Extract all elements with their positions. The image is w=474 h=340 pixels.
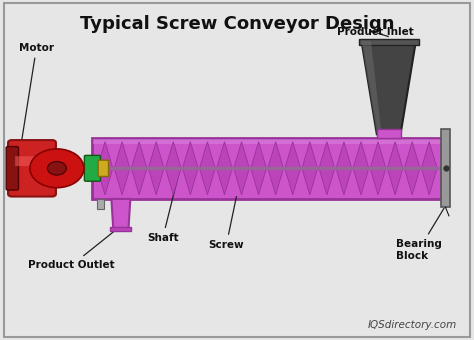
Text: IQSdirectory.com: IQSdirectory.com <box>368 320 457 330</box>
Polygon shape <box>165 142 181 168</box>
Bar <box>93 139 442 144</box>
Polygon shape <box>148 142 164 168</box>
Text: Product Outlet: Product Outlet <box>28 230 116 270</box>
Text: Product Inlet: Product Inlet <box>337 27 413 37</box>
Bar <box>110 227 131 231</box>
FancyBboxPatch shape <box>98 160 109 176</box>
Bar <box>97 199 104 209</box>
Polygon shape <box>217 142 232 168</box>
Polygon shape <box>182 142 198 168</box>
Polygon shape <box>131 142 147 168</box>
Polygon shape <box>404 142 420 168</box>
Polygon shape <box>387 168 403 195</box>
Polygon shape <box>111 199 130 230</box>
Circle shape <box>30 149 84 188</box>
Polygon shape <box>319 142 335 168</box>
Bar <box>92 138 443 199</box>
FancyBboxPatch shape <box>84 155 100 181</box>
Text: Motor: Motor <box>19 42 54 140</box>
Bar <box>358 39 419 45</box>
Polygon shape <box>200 168 215 195</box>
Polygon shape <box>421 142 437 168</box>
Polygon shape <box>387 142 403 168</box>
Bar <box>377 129 401 138</box>
Text: Screw: Screw <box>209 197 244 250</box>
Polygon shape <box>268 168 283 195</box>
Polygon shape <box>319 168 335 195</box>
Polygon shape <box>302 168 318 195</box>
Polygon shape <box>131 168 147 195</box>
Polygon shape <box>421 168 437 195</box>
Polygon shape <box>182 168 198 195</box>
Polygon shape <box>217 168 232 195</box>
Polygon shape <box>336 168 352 195</box>
Circle shape <box>47 162 66 175</box>
Text: Typical Screw Conveyor Design: Typical Screw Conveyor Design <box>80 15 394 33</box>
Bar <box>441 129 450 207</box>
Polygon shape <box>285 142 301 168</box>
Polygon shape <box>165 168 181 195</box>
Polygon shape <box>200 142 215 168</box>
Polygon shape <box>361 41 382 134</box>
Polygon shape <box>251 168 266 195</box>
Text: Bearing
Block: Bearing Block <box>396 208 444 261</box>
Polygon shape <box>97 142 113 168</box>
Polygon shape <box>404 168 420 195</box>
Polygon shape <box>234 168 249 195</box>
Polygon shape <box>97 168 113 195</box>
Polygon shape <box>148 168 164 195</box>
Polygon shape <box>114 142 130 168</box>
Polygon shape <box>370 168 386 195</box>
Polygon shape <box>370 142 386 168</box>
Polygon shape <box>361 41 416 134</box>
Polygon shape <box>268 142 283 168</box>
Text: Shaft: Shaft <box>147 171 180 243</box>
Polygon shape <box>336 142 352 168</box>
Polygon shape <box>234 142 249 168</box>
Polygon shape <box>251 142 266 168</box>
FancyBboxPatch shape <box>8 140 56 197</box>
Polygon shape <box>302 142 318 168</box>
FancyBboxPatch shape <box>6 147 18 190</box>
Polygon shape <box>353 168 369 195</box>
FancyBboxPatch shape <box>15 156 49 166</box>
Polygon shape <box>285 168 301 195</box>
Polygon shape <box>114 168 130 195</box>
Polygon shape <box>353 142 369 168</box>
